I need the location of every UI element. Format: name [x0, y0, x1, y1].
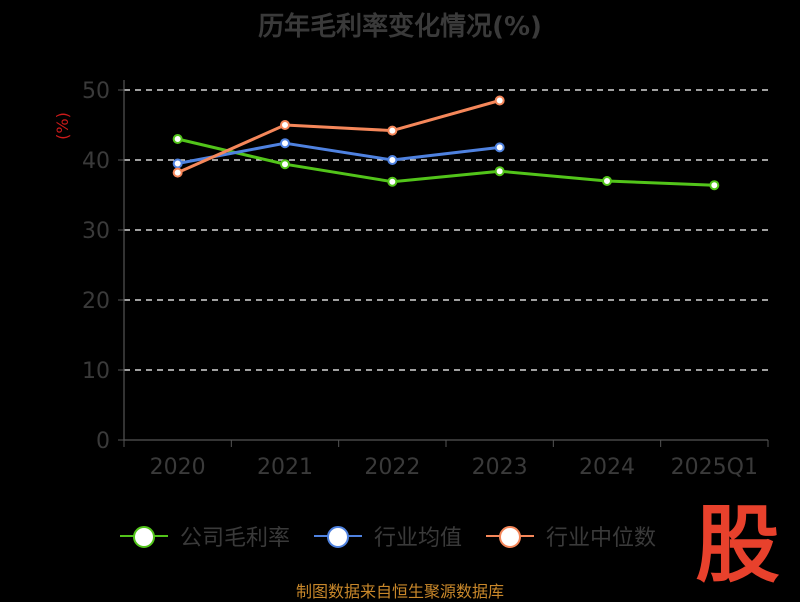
data-point [387, 176, 398, 187]
x-tick-label: 2020 [150, 455, 206, 480]
x-tick-label: 2021 [257, 455, 313, 480]
legend-label: 行业均值 [374, 526, 463, 551]
y-tick-label: 30 [82, 219, 110, 244]
x-tick-label: 2025Q1 [671, 455, 758, 480]
legend-label: 行业中位数 [546, 526, 657, 551]
y-tick-label: 0 [96, 429, 110, 454]
data-point [602, 176, 612, 186]
x-tick-label: 2023 [472, 455, 528, 480]
y-tick-label: 10 [82, 359, 110, 384]
grid-lines [124, 89, 768, 371]
legend-label: 公司毛利率 [180, 526, 291, 551]
x-tick-label: 2024 [579, 455, 635, 480]
series-line-0 [177, 137, 715, 187]
x-tick-label: 2022 [364, 455, 420, 480]
series-line-1 [177, 141, 500, 165]
data-point [387, 155, 398, 165]
legend-swatch-icon [314, 526, 363, 548]
y-tick-label: 50 [82, 79, 110, 104]
legend-swatch-icon [486, 526, 535, 548]
y-tick-label: 40 [82, 149, 110, 174]
series-line-2 [177, 99, 501, 174]
series-lines [172, 95, 720, 191]
legend-item-industry-median[interactable]: 行业中位数 [486, 520, 656, 552]
data-point [280, 159, 290, 170]
data-point [494, 166, 505, 177]
data-point [172, 158, 183, 169]
legend-item-industry-mean[interactable]: 行业均值 [314, 520, 462, 552]
data-point [172, 167, 183, 178]
y-tick-labels: 0 10 20 30 40 50 [82, 79, 110, 454]
y-tick-label: 20 [82, 289, 110, 314]
chart-title: 历年毛利率变化情况(%) [258, 12, 542, 42]
data-point [494, 142, 505, 153]
data-point [709, 180, 720, 191]
y-axis-label: (%) [53, 112, 72, 140]
data-point [172, 134, 183, 144]
data-point [387, 125, 398, 136]
data-point [280, 120, 290, 130]
legend: 公司毛利率 行业均值 行业中位数 [120, 520, 680, 552]
source-note: 制图数据来自恒生聚源数据库 [295, 582, 504, 601]
legend-swatch-icon [120, 526, 168, 548]
legend-item-company[interactable]: 公司毛利率 [120, 520, 290, 552]
axes [118, 80, 769, 447]
x-tick-labels: 2020 2021 2022 2023 2024 2025Q1 [150, 455, 758, 480]
data-point [280, 138, 290, 149]
data-point [494, 95, 505, 106]
logo-icon: 股 [695, 495, 780, 594]
